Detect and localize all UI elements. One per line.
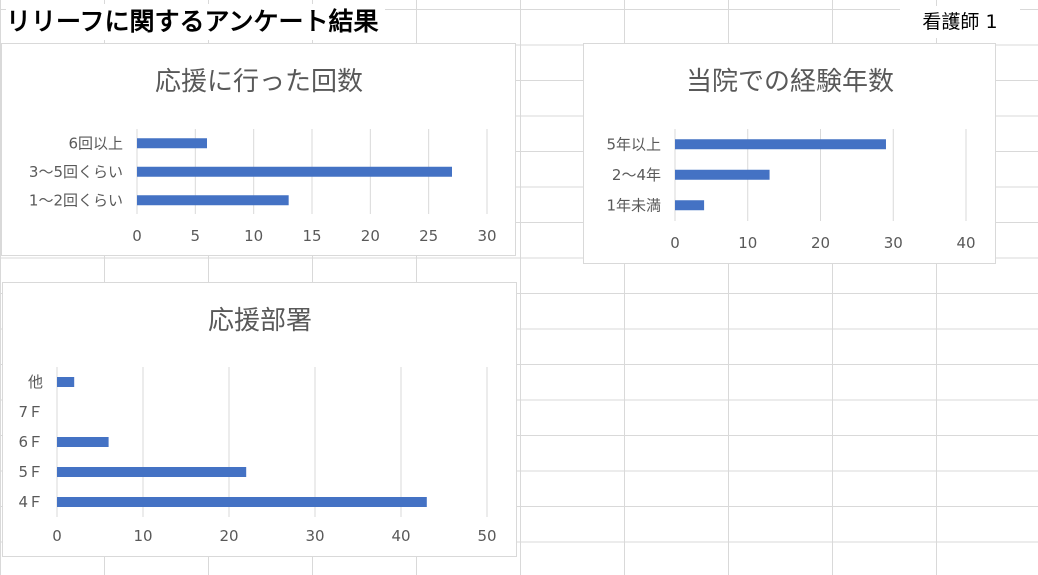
x-tick-label: 40 (391, 527, 410, 545)
sheet-title: リリーフに関するアンケート結果 (6, 4, 385, 40)
x-tick-label: 20 (811, 234, 830, 252)
bar-1 (675, 169, 770, 180)
bar-3 (57, 467, 247, 477)
category-label: 1〜2回くらい (29, 191, 123, 209)
x-tick-label: 0 (132, 227, 142, 245)
x-tick-label: 0 (52, 527, 62, 545)
category-label: 5年以上 (606, 135, 661, 153)
sheet-label: 看護師 1 (900, 6, 1020, 38)
chart-years-at-hospital[interactable]: 当院での経験年数 5年以上 2〜4年 1年未満 0 10 20 30 40 (583, 43, 996, 264)
x-tick-label: 0 (670, 234, 680, 252)
category-label: 4Ｆ (18, 493, 43, 511)
bar-2 (675, 200, 705, 211)
x-tick-label: 15 (302, 227, 321, 245)
chart-support-department[interactable]: 応援部署他 7Ｆ 6Ｆ 5Ｆ 4Ｆ 0 10 20 30 40 50 (2, 282, 517, 557)
chart-years-at-hospital-svg: 当院での経験年数 5年以上 2〜4年 1年未満 0 10 20 30 40 (606, 67, 975, 252)
bar-2 (57, 437, 109, 447)
bar-0 (675, 139, 886, 150)
category-label: 7Ｆ (18, 403, 43, 421)
x-tick-label: 10 (133, 527, 152, 545)
x-tick-label: 50 (477, 527, 496, 545)
chart-support-count[interactable]: 応援に行った回数 6回以上 3〜5回くらい 1〜2回くらい 0 5 10 15 20 25 30 (1, 43, 516, 256)
chart-title: 応援に行った回数 (155, 67, 363, 97)
x-tick-label: 30 (884, 234, 903, 252)
bar-1 (137, 166, 452, 177)
x-tick-label: 30 (305, 527, 324, 545)
x-tick-label: 25 (419, 227, 438, 245)
bar-0 (57, 377, 75, 387)
x-tick-label: 20 (219, 527, 238, 545)
x-tick-label: 5 (191, 227, 201, 245)
category-label: 6Ｆ (18, 433, 43, 451)
category-label: 2〜4年 (612, 166, 661, 184)
chart-title: 応援部署 (208, 306, 312, 336)
category-label: 3〜5回くらい (29, 163, 123, 181)
x-tick-label: 40 (956, 234, 975, 252)
bar-0 (137, 138, 207, 149)
category-label: 他 (28, 373, 43, 391)
category-label: 1年未満 (606, 196, 661, 214)
bar-4 (57, 497, 427, 507)
x-tick-label: 10 (244, 227, 263, 245)
category-label: 6回以上 (68, 134, 123, 152)
chart-support-count-svg: 応援に行った回数 6回以上 3〜5回くらい 1〜2回くらい 0 5 10 15 20 25 30 (29, 67, 497, 245)
bar-2 (137, 195, 289, 206)
x-tick-label: 10 (738, 234, 757, 252)
chart-title: 当院での経験年数 (686, 67, 894, 97)
x-tick-label: 30 (477, 227, 496, 245)
category-label: 5Ｆ (18, 463, 43, 481)
x-tick-label: 20 (361, 227, 380, 245)
